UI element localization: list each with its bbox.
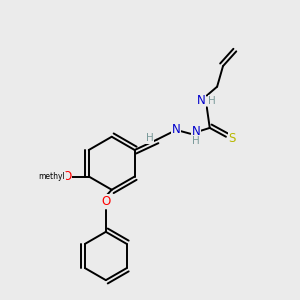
Text: H: H (146, 133, 153, 143)
Text: N: N (196, 94, 205, 107)
Text: N: N (172, 124, 181, 136)
Text: N: N (191, 125, 200, 138)
Text: S: S (229, 132, 236, 145)
Text: O: O (101, 195, 110, 208)
Text: H: H (208, 96, 216, 106)
Text: O: O (62, 170, 71, 183)
Text: H: H (192, 136, 200, 146)
Text: methyl: methyl (39, 172, 65, 181)
